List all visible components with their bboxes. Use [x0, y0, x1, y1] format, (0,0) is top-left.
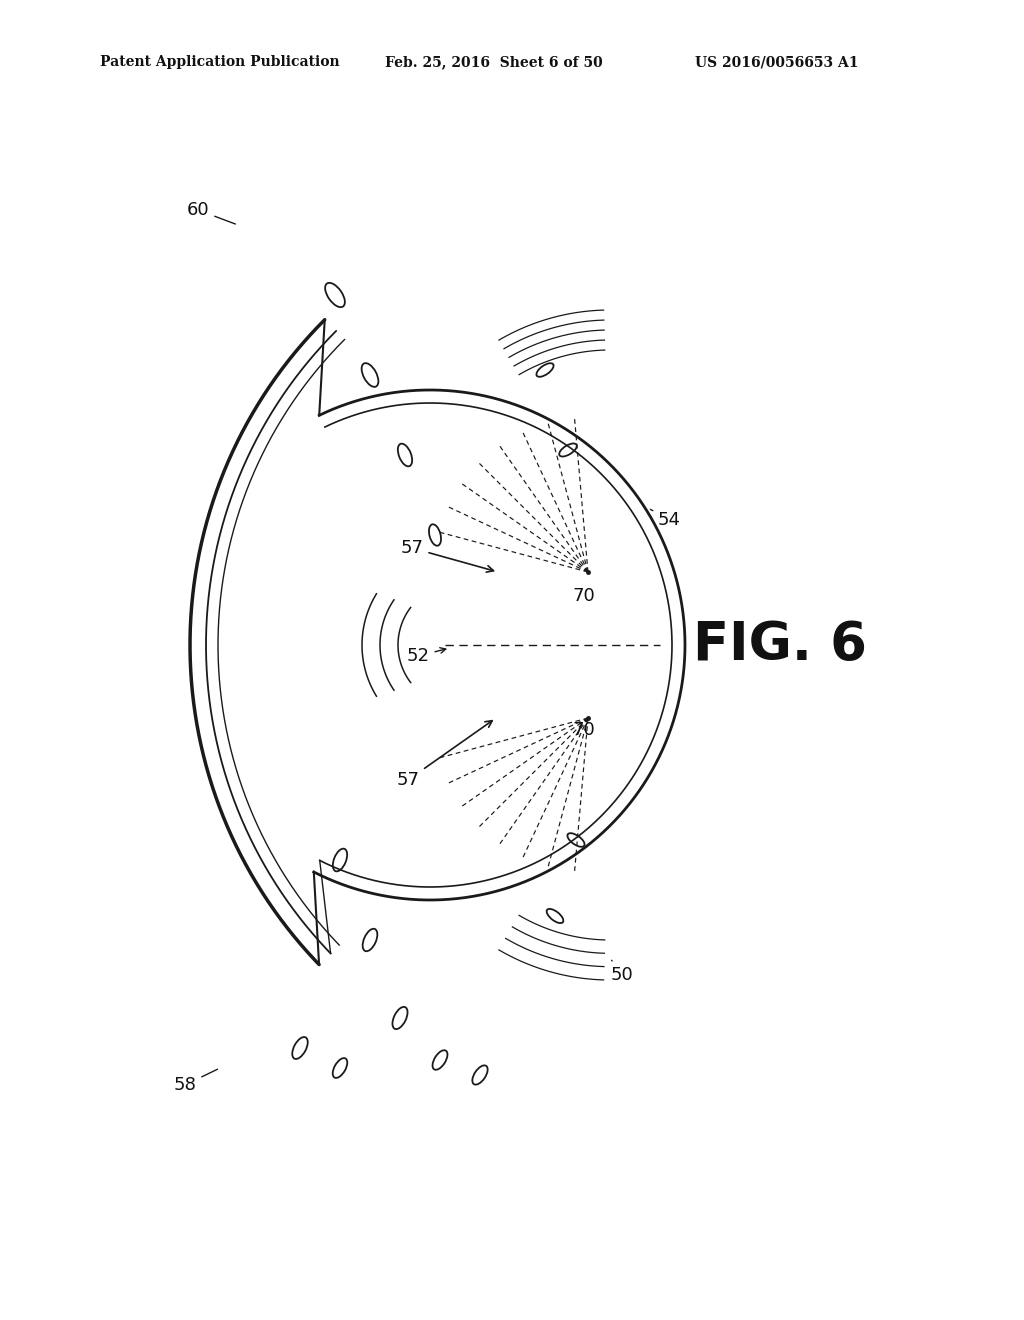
Text: Feb. 25, 2016  Sheet 6 of 50: Feb. 25, 2016 Sheet 6 of 50 [385, 55, 603, 69]
Text: FIG. 6: FIG. 6 [693, 619, 867, 671]
Text: 57: 57 [400, 539, 494, 572]
Text: 58: 58 [173, 1069, 217, 1094]
Text: 50: 50 [610, 960, 634, 983]
Text: 70: 70 [572, 721, 595, 739]
Text: Patent Application Publication: Patent Application Publication [100, 55, 340, 69]
Text: 57: 57 [396, 721, 493, 789]
Text: 54: 54 [650, 510, 681, 529]
Text: 60: 60 [186, 201, 236, 224]
Text: 52: 52 [407, 647, 445, 665]
Text: US 2016/0056653 A1: US 2016/0056653 A1 [695, 55, 858, 69]
Text: 70: 70 [572, 587, 595, 605]
